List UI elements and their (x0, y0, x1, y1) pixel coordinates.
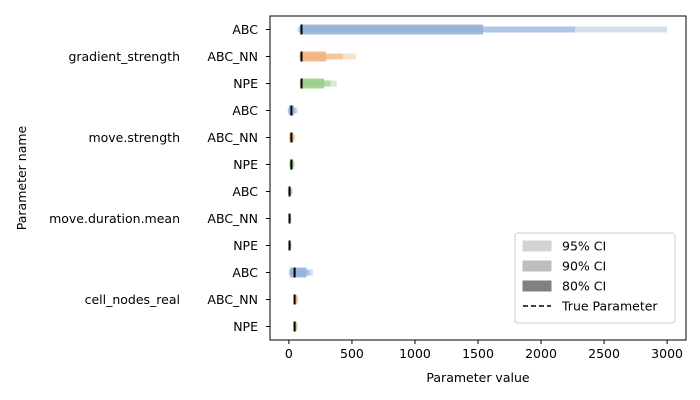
x-axis-label: Parameter value (426, 370, 529, 385)
y-tick-label-method: NPE (233, 76, 258, 91)
y-tick-label-method: ABC_NN (207, 211, 258, 226)
true-parameter-markers (288, 24, 303, 332)
y-tick-label-method: NPE (233, 319, 258, 334)
x-tick-label: 1500 (462, 346, 494, 361)
ci80-bar-abc (300, 24, 484, 35)
legend-label: 95% CI (562, 239, 606, 254)
y-tick-label-method: ABC_NN (207, 49, 258, 64)
legend-label: 90% CI (562, 259, 606, 274)
legend-swatch (522, 260, 552, 272)
x-tick-label: 0 (285, 346, 293, 361)
y-axis-label: Parameter name (14, 125, 29, 230)
legend: 95% CI 90% CI 80% CI True Parameter (514, 232, 676, 324)
legend-label: True Parameter (561, 299, 658, 314)
y-group-label: move.strength (88, 130, 180, 145)
legend-label: 80% CI (562, 279, 606, 294)
y-tick-label-method: ABC (232, 22, 258, 37)
y-tick-label-method: NPE (233, 238, 258, 253)
y-tick-label-method: ABC (232, 103, 258, 118)
y-group-label: move.duration.mean (49, 211, 180, 226)
legend-swatch (522, 240, 552, 252)
ci80-bar-npe (300, 78, 325, 89)
x-tick-label: 3000 (651, 346, 683, 361)
y-tick-label-method: ABC_NN (207, 292, 258, 307)
y-tick-label-method: ABC (232, 184, 258, 199)
ci80-bar-abc_nn (300, 51, 327, 62)
y-axis: ABC ABC_NN NPE ABC ABC_NN NPE ABC ABC_NN NPE ABC A… (49, 22, 270, 334)
y-tick-label-method: NPE (233, 157, 258, 172)
y-tick-label-method: ABC_NN (207, 130, 258, 145)
x-tick-label: 1000 (399, 346, 431, 361)
y-group-label: gradient_strength (68, 49, 180, 64)
ci80-bar-abc (290, 267, 307, 278)
y-tick-label-method: ABC (232, 265, 258, 280)
x-axis: 0 500 1000 1500 2000 2500 3000 (285, 340, 683, 361)
x-tick-label: 2500 (588, 346, 620, 361)
x-tick-label: 2000 (525, 346, 557, 361)
legend-swatch (522, 280, 552, 292)
legend-frame (514, 232, 676, 324)
y-group-label: cell_nodes_real (85, 292, 180, 307)
x-tick-label: 500 (340, 346, 364, 361)
